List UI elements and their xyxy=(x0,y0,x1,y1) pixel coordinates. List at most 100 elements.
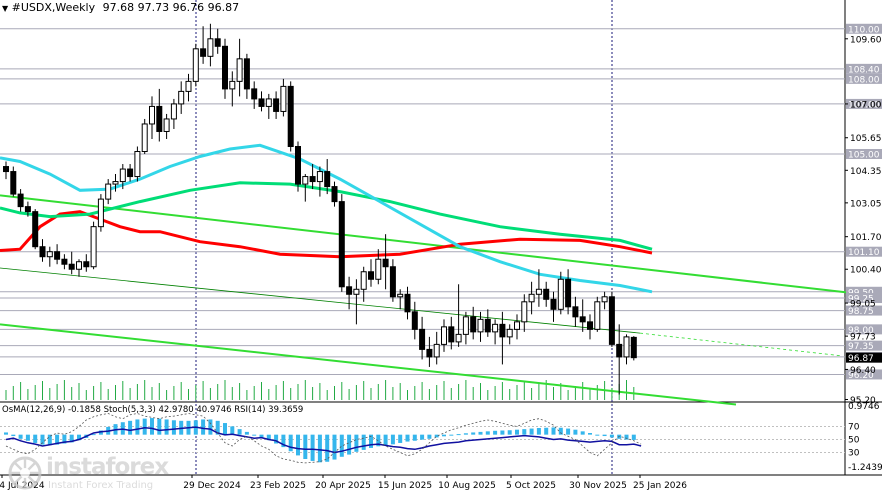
osma-bar xyxy=(361,434,366,450)
osma-bar xyxy=(390,434,395,445)
current-price-tag xyxy=(846,352,882,363)
candle-body xyxy=(295,146,301,185)
osma-bar xyxy=(310,434,315,461)
candle-body xyxy=(484,318,491,333)
candle-body xyxy=(448,326,455,343)
osma-bar xyxy=(631,434,636,440)
osma-bar xyxy=(274,434,279,444)
candle-body xyxy=(528,293,535,303)
candle-body xyxy=(141,123,148,153)
osma-bar xyxy=(507,430,512,435)
candle-body xyxy=(346,286,353,295)
osma-bar xyxy=(500,430,505,435)
candle-body xyxy=(207,38,214,57)
time-label: 10 Aug 2025 xyxy=(438,481,496,491)
candle-body xyxy=(178,90,185,105)
osma-bar xyxy=(449,434,454,436)
price-tick-label: 100.40 xyxy=(850,266,882,276)
osma-bar xyxy=(551,427,556,435)
level-tag xyxy=(846,305,882,316)
osma-bar xyxy=(515,429,519,435)
osma-bar xyxy=(609,434,614,438)
osma-bar xyxy=(536,428,541,435)
osma-bar xyxy=(398,434,403,443)
indicator-axis-label: 50 xyxy=(848,436,860,446)
osma-bar xyxy=(434,434,439,438)
candle-body xyxy=(163,118,170,132)
candle-body xyxy=(170,103,177,120)
candle-body xyxy=(375,258,382,280)
indicator-axis-label: 0.9746 xyxy=(848,402,880,412)
candle-body xyxy=(324,171,331,188)
trend-line-1 xyxy=(0,323,737,406)
candle-body xyxy=(200,48,207,57)
candle-body xyxy=(265,98,272,107)
candle-body xyxy=(185,80,192,92)
osma-bar xyxy=(478,431,483,435)
price-tick-label: 95.20 xyxy=(850,396,876,406)
osma-bar xyxy=(171,420,176,435)
level-tag xyxy=(846,246,882,257)
osma-bar xyxy=(566,428,571,435)
time-label: 15 Jun 2025 xyxy=(378,481,432,491)
level-tag-label: 98.00 xyxy=(848,326,874,336)
indicator-axis-label: 30 xyxy=(848,449,860,459)
candle-body xyxy=(316,171,323,183)
price-tick-label: 99.05 xyxy=(850,300,876,310)
osma-bar xyxy=(420,434,425,440)
level-tag-label: 108.40 xyxy=(848,65,880,75)
candle-body xyxy=(90,226,97,268)
osma-bar xyxy=(4,432,8,435)
candle-body xyxy=(492,323,499,333)
candle-body xyxy=(397,293,404,298)
candle-body xyxy=(10,171,17,195)
level-tag-label: 110.00 xyxy=(848,25,880,35)
candle-body xyxy=(411,311,418,330)
candle-body xyxy=(24,206,31,213)
instaforex-icon xyxy=(8,456,42,490)
candle-body xyxy=(149,105,155,125)
indicator-axis-label: 70 xyxy=(848,423,860,433)
osma-bar xyxy=(522,429,527,435)
candle-body xyxy=(506,328,513,338)
osma-bar xyxy=(55,434,60,445)
osma-bar xyxy=(237,429,242,435)
osma-bar xyxy=(288,434,293,452)
osma-bar xyxy=(347,434,352,455)
candle-body xyxy=(426,348,433,358)
osma-bar xyxy=(91,434,96,436)
osma-bar xyxy=(18,434,23,439)
candle-body xyxy=(83,261,90,268)
osma-bar xyxy=(332,434,337,460)
candle-body xyxy=(273,98,280,112)
osma-bar xyxy=(317,434,322,463)
osma-bar xyxy=(135,419,140,435)
osma-bar xyxy=(325,434,330,462)
osma-bar xyxy=(252,434,257,436)
osma-bar xyxy=(544,427,549,435)
price-tick-label: 103.05 xyxy=(850,199,882,209)
osma-bar xyxy=(442,434,446,437)
candle-body xyxy=(3,166,9,173)
collapse-arrow-icon[interactable]: ▼ xyxy=(2,4,9,13)
time-label: 30 Nov 2025 xyxy=(569,481,627,491)
level-tag-label: 97.35 xyxy=(848,342,874,352)
candle-body xyxy=(280,85,287,112)
candle-body xyxy=(368,271,374,280)
logo-tagline: Instant Forex Trading xyxy=(48,480,154,491)
candle-body xyxy=(455,333,462,343)
candle-body xyxy=(76,261,82,270)
osma-bar xyxy=(244,431,249,435)
time-label: 25 Jan 2026 xyxy=(633,481,687,491)
candle-body xyxy=(550,298,557,310)
candle-body xyxy=(112,181,119,185)
candle-body xyxy=(61,258,68,265)
osma-bar xyxy=(259,434,264,438)
candle-body xyxy=(331,186,338,203)
osma-bar xyxy=(427,434,432,439)
candle-body xyxy=(441,326,447,345)
stoch-line xyxy=(5,413,642,464)
candle-body xyxy=(499,323,506,338)
level-tag-label: 107.00 xyxy=(848,100,880,110)
